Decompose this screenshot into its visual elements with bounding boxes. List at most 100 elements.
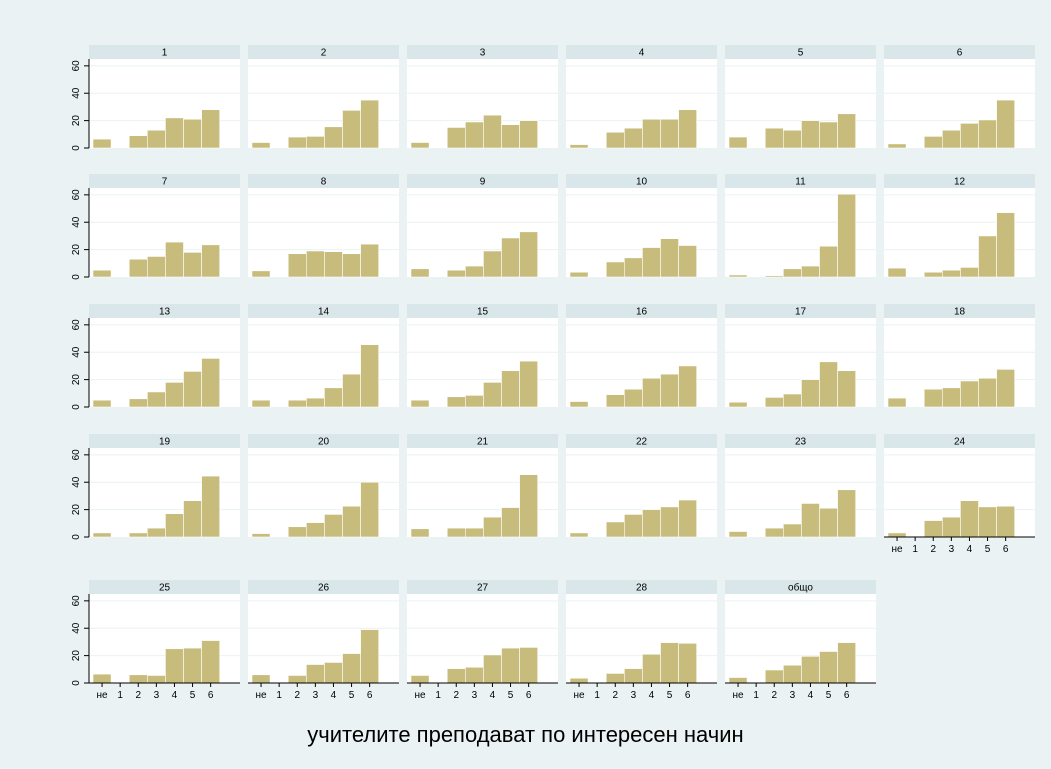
panel-27-x-tick-label: 4 — [490, 690, 496, 701]
panel-21-bar-4 — [483, 516, 502, 538]
panel-27-bar-5 — [501, 647, 520, 684]
panel-9-bar-3 — [464, 265, 484, 278]
panel-7-bar-3 — [147, 256, 166, 278]
panel-1-y-tick-label: 0 — [71, 145, 82, 151]
panel-22-bar-не — [569, 532, 589, 538]
panel-13-header — [89, 304, 240, 318]
panel-9-bar-6 — [519, 231, 539, 278]
panel-25-y-tick-label: 0 — [71, 680, 82, 686]
panel-29-x-tick-label: 3 — [790, 690, 796, 701]
panel-20-header — [248, 434, 399, 448]
panel-27-x-tick-label: 1 — [435, 690, 441, 701]
panel-10-bar-5 — [660, 238, 679, 278]
panel-1-y-tick-label: 60 — [71, 60, 82, 72]
panel-10-title: 10 — [636, 177, 648, 188]
panel-29-bar-4 — [801, 655, 820, 684]
panel-17-bar-3 — [782, 393, 802, 408]
panel-25-x-tick-label: 4 — [172, 690, 178, 701]
panel-5-bar-4 — [801, 120, 820, 149]
panel-25-bar-2 — [128, 674, 148, 684]
panel-16-bar-не — [569, 401, 589, 408]
panel-7-bar-6 — [201, 244, 221, 278]
panel-28-title: 28 — [636, 583, 648, 594]
panel-23-bar-5 — [819, 507, 838, 538]
panel-27-bar-4 — [483, 654, 502, 684]
panel-29-x-tick-label: 5 — [826, 690, 832, 701]
panel-20-title: 20 — [318, 437, 330, 448]
panel-3-header — [407, 45, 558, 59]
panel-9-bar-2 — [446, 269, 466, 278]
panel-21-bar-2 — [446, 527, 466, 538]
panel-14-bar-5 — [342, 373, 361, 408]
panel-29-x-tick-label: 1 — [753, 690, 759, 701]
panel-25-x-tick-label: 5 — [190, 690, 196, 701]
panel-27-x-tick-label: 3 — [472, 690, 478, 701]
panel-2-title: 2 — [321, 48, 327, 59]
panel-26-x-tick-label: 3 — [313, 690, 319, 701]
panel-3-bar-2 — [446, 127, 466, 149]
panel-26-header — [248, 580, 399, 594]
panel-8-bar-5 — [342, 253, 361, 278]
panel-28-x-tick-label: 2 — [612, 690, 618, 701]
panel-26-title: 26 — [318, 583, 330, 594]
panel-1-bar-не — [92, 138, 112, 149]
panel-29-x-tick-label: 6 — [844, 690, 850, 701]
panel-19-title: 19 — [159, 437, 171, 448]
panel-22-bar-6 — [678, 499, 697, 538]
panel-23-bar-6 — [837, 489, 856, 538]
panel-29-title: общо — [788, 582, 813, 594]
panel-5-bar-2 — [764, 127, 784, 149]
panel-15-bar-5 — [501, 370, 520, 408]
panel-24-bar-3 — [941, 516, 961, 538]
panel-23-header — [725, 434, 876, 448]
panel-11-title: 11 — [795, 177, 806, 188]
panel-15-bar-2 — [446, 396, 466, 408]
panel-10-bar-4 — [642, 247, 661, 278]
panel-24-x-tick-label: 5 — [985, 544, 991, 555]
panel-26-bar-не — [251, 674, 271, 684]
panel-8-bar-2 — [287, 253, 307, 278]
panel-28-x-tick-label: 5 — [667, 690, 673, 701]
panel-11-bar-2 — [764, 275, 784, 278]
panel-21-header — [407, 434, 558, 448]
panel-29-bar-5 — [819, 651, 838, 684]
panel-23-bar-не — [728, 531, 748, 538]
panel-24-bar-4 — [960, 500, 979, 538]
panel-19-header — [89, 434, 240, 448]
panel-4-title: 4 — [639, 48, 645, 59]
panel-1-y-tick-label: 40 — [71, 87, 82, 99]
panel-15-bar-4 — [483, 382, 502, 408]
panel-25-header — [89, 580, 240, 594]
panel-24-x-tick-label: 1 — [912, 544, 918, 555]
panel-5-bar-3 — [782, 129, 802, 149]
panel-24-title: 24 — [954, 437, 966, 448]
panel-17-bar-4 — [801, 379, 820, 408]
panel-28-x-tick-label: не — [574, 690, 586, 701]
panel-10-bar-3 — [623, 257, 643, 278]
panel-8-bar-не — [251, 270, 271, 278]
panel-7-bar-2 — [128, 258, 148, 278]
panel-19-bar-4 — [165, 513, 184, 538]
panel-26-x-tick-label: не — [256, 690, 268, 701]
panel-20-bar-5 — [342, 505, 361, 538]
panel-19-bar-6 — [201, 475, 221, 538]
panel-27-header — [407, 580, 558, 594]
panel-14-bar-6 — [360, 344, 380, 408]
panel-17-bar-5 — [819, 361, 838, 408]
panel-4-bar-5 — [660, 118, 679, 149]
panel-26-bar-2 — [287, 675, 307, 684]
panel-27-bar-не — [410, 675, 430, 684]
panel-27-x-tick-label: 6 — [526, 690, 532, 701]
panel-24-x-tick-label: не — [892, 544, 904, 555]
panel-25-bar-5 — [183, 647, 202, 684]
panel-27-x-tick-label: 2 — [453, 690, 459, 701]
panel-6-bar-6 — [996, 99, 1015, 149]
panel-8-header — [248, 174, 399, 188]
panel-6-bar-3 — [941, 129, 961, 149]
panel-3-bar-6 — [519, 120, 539, 149]
panel-12-header — [884, 174, 1035, 188]
panel-2-bar-2 — [287, 136, 307, 149]
panel-15-bar-3 — [464, 395, 484, 408]
panel-20-bar-6 — [360, 481, 380, 538]
